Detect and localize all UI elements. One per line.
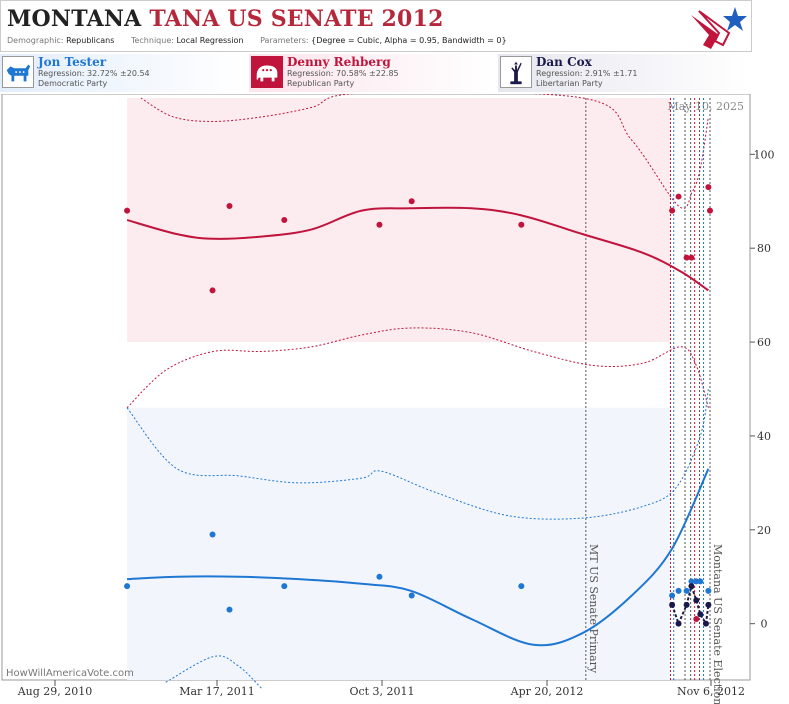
trend-line-dan-cox [671, 582, 710, 627]
trend-line-denny-rehberg [126, 206, 709, 292]
candidate-regression: Regression: 70.58% ±22.85 [287, 69, 399, 78]
data-point-denny-rehberg [675, 193, 682, 200]
data-point-jon-tester [697, 578, 704, 585]
candidate-party: Libertarian Party [536, 79, 603, 88]
candidate-card-rehberg[interactable]: Denny Rehberg Regression: 70.58% ±22.85 … [249, 54, 494, 92]
y-tick-label: 20 [757, 524, 771, 537]
data-point-dan-cox [705, 601, 712, 608]
data-point-denny-rehberg [226, 202, 233, 209]
x-tick-label: Nov 6, 2012 [677, 685, 745, 698]
title-state: MONTANA [7, 6, 142, 32]
data-point-jon-tester [376, 573, 383, 580]
data-point-denny-rehberg [376, 221, 383, 228]
data-point-denny-rehberg [669, 207, 676, 214]
data-point-jon-tester [209, 531, 216, 538]
data-point-denny-rehberg [693, 615, 700, 622]
chart-parameters: Demographic: Republicans Technique: Loca… [7, 36, 521, 45]
y-tick-label: 80 [757, 242, 771, 255]
meta-value-parameters: {Degree = Cubic, Alpha = 0.95, Bandwidth… [311, 36, 507, 45]
data-point-jon-tester [518, 583, 525, 590]
annotation-label: MT US Senate Primary [587, 544, 600, 674]
data-point-dan-cox [688, 583, 695, 590]
y-tick-label: 0 [761, 618, 768, 631]
page-title: MONTANA TANA US SENATE 2012 [7, 6, 444, 32]
trend-line-jon-tester [127, 468, 710, 647]
x-tick-label: Oct 3, 2011 [349, 685, 414, 698]
confidence-lower-denny-rehberg [126, 327, 709, 409]
date-label: May 10, 2025 [667, 100, 744, 113]
candidate-regression: Regression: 2.91% ±1.71 [536, 69, 638, 78]
meta-value-technique: Local Regression [176, 36, 244, 45]
candidate-name: Dan Cox [536, 55, 592, 69]
data-point-jon-tester [688, 578, 695, 585]
data-point-dan-cox [669, 601, 676, 608]
data-point-dan-cox [702, 620, 709, 627]
data-point-jon-tester [683, 587, 690, 594]
data-point-denny-rehberg [518, 221, 525, 228]
data-point-denny-rehberg [707, 207, 713, 214]
meta-key-parameters: Parameters: [260, 36, 309, 45]
y-tick-label: 60 [757, 336, 771, 349]
data-point-dan-cox [675, 620, 682, 627]
x-tick-label: Mar 17, 2011 [179, 685, 255, 698]
site-credit: HowWillAmericaVote.com [6, 668, 134, 679]
x-tick-label: Apr 20, 2012 [510, 685, 584, 698]
candidate-card-tester[interactable]: Jon Tester Regression: 32.72% ±20.54 Dem… [0, 54, 245, 92]
data-point-denny-rehberg [705, 184, 712, 191]
candidate-legend: Jon Tester Regression: 32.72% ±20.54 Dem… [0, 54, 752, 94]
data-point-jon-tester [669, 592, 676, 599]
site-logo-icon [691, 7, 747, 49]
confidence-lower-jon-tester [165, 655, 263, 690]
donkey-icon [2, 56, 34, 88]
data-point-jon-tester [226, 606, 233, 613]
candidate-name: Denny Rehberg [287, 55, 391, 69]
regression-chart: May 10, 2025 MT US Senate Primary Montana … [1, 94, 775, 704]
candidate-party: Democratic Party [38, 79, 108, 88]
data-point-jon-tester [705, 587, 712, 594]
data-point-denny-rehberg [209, 287, 216, 294]
data-point-denny-rehberg [408, 198, 415, 205]
statue-of-liberty-icon [500, 56, 532, 88]
candidate-card-cox[interactable]: Dan Cox Regression: 2.91% ±1.71 Libertar… [498, 54, 748, 92]
meta-key-demographic: Demographic: [7, 36, 64, 45]
data-point-dan-cox [697, 611, 704, 618]
annotation-label: Montana US Senate Election [711, 544, 724, 704]
data-point-dan-cox [693, 597, 700, 604]
data-point-jon-tester [124, 583, 131, 590]
data-point-denny-rehberg [688, 254, 695, 261]
data-point-denny-rehberg [124, 207, 131, 214]
confidence-upper-jon-tester [126, 388, 709, 520]
data-point-denny-rehberg [683, 254, 690, 261]
meta-key-technique: Technique: [130, 36, 174, 45]
chart-header: MONTANA TANA US SENATE 2012 Demographic:… [0, 0, 752, 52]
data-point-denny-rehberg [281, 217, 288, 224]
elephant-icon [251, 56, 283, 88]
candidate-party: Republican Party [287, 79, 355, 88]
data-point-jon-tester [281, 583, 288, 590]
candidate-name: Jon Tester [38, 55, 107, 69]
data-point-dan-cox [683, 601, 690, 608]
y-tick-label: 40 [757, 430, 771, 443]
y-tick-label: 100 [754, 148, 775, 161]
data-point-jon-tester [408, 592, 415, 599]
x-tick-label: Aug 29, 2010 [17, 685, 93, 698]
title-race: TANA US SENATE 2012 [149, 6, 444, 32]
meta-value-demographic: Republicans [66, 36, 115, 45]
candidate-regression: Regression: 32.72% ±20.54 [38, 69, 150, 78]
republican-band [127, 98, 671, 343]
data-point-jon-tester [675, 587, 682, 594]
